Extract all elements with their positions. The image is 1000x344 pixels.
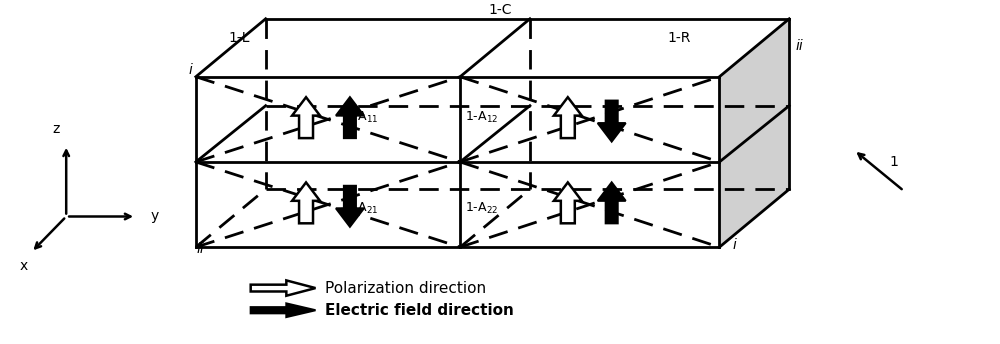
Polygon shape	[292, 97, 320, 138]
Polygon shape	[196, 162, 719, 247]
Polygon shape	[336, 186, 364, 227]
Polygon shape	[554, 182, 582, 223]
Polygon shape	[251, 303, 316, 317]
Text: x: x	[19, 259, 27, 273]
Text: ii: ii	[197, 242, 205, 256]
Text: 1-R: 1-R	[668, 31, 691, 45]
Text: y: y	[151, 209, 159, 224]
Polygon shape	[251, 280, 316, 296]
Polygon shape	[598, 100, 626, 141]
Text: 1: 1	[889, 155, 898, 169]
Polygon shape	[292, 182, 320, 223]
Polygon shape	[554, 97, 582, 138]
Text: i: i	[189, 63, 193, 77]
Text: 1-L: 1-L	[228, 31, 249, 45]
Polygon shape	[598, 182, 626, 223]
Text: i: i	[732, 238, 736, 252]
Text: 1-A$_{12}$: 1-A$_{12}$	[465, 110, 498, 125]
Polygon shape	[719, 19, 789, 247]
Text: Polarization direction: Polarization direction	[325, 281, 487, 295]
Text: 1-A$_{21}$: 1-A$_{21}$	[345, 201, 379, 216]
Text: ii: ii	[795, 39, 803, 53]
Text: 1-A$_{11}$: 1-A$_{11}$	[345, 110, 379, 125]
Polygon shape	[196, 19, 789, 77]
Polygon shape	[336, 97, 364, 138]
Text: 1-C: 1-C	[488, 3, 512, 17]
Polygon shape	[196, 77, 719, 162]
Text: Electric field direction: Electric field direction	[325, 303, 514, 318]
Text: 1-A$_{22}$: 1-A$_{22}$	[465, 201, 498, 216]
Text: z: z	[53, 122, 60, 137]
